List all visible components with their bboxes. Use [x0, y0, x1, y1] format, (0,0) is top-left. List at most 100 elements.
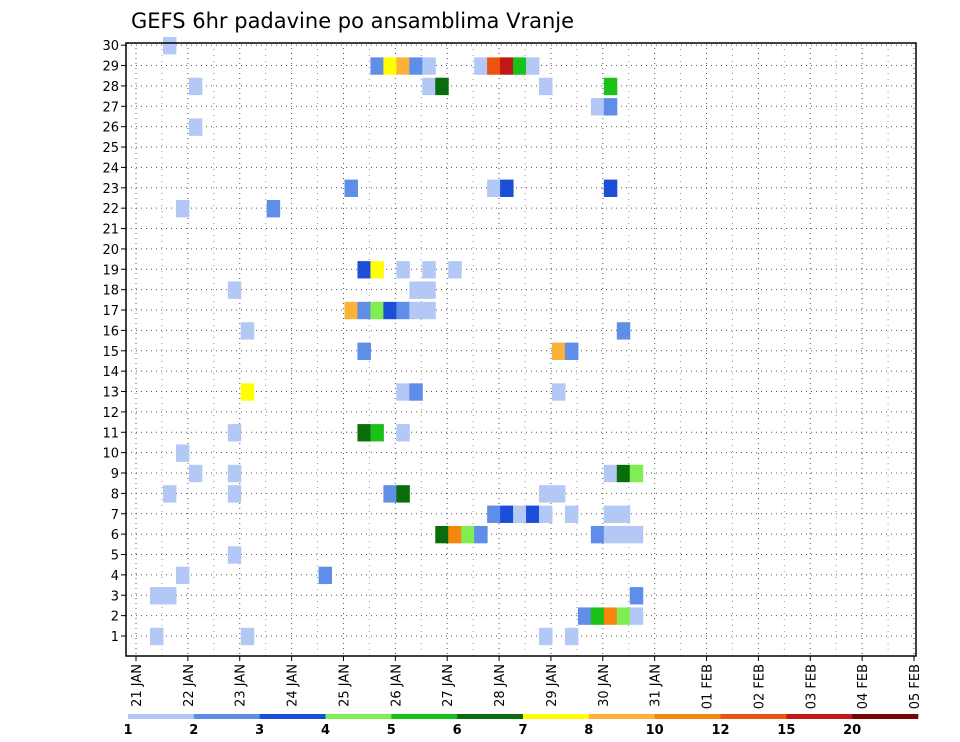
data-cell	[603, 607, 618, 625]
data-cell	[551, 485, 566, 503]
y-tick-label: 7	[111, 508, 119, 523]
y-tick-label: 28	[102, 80, 119, 95]
data-cell	[175, 199, 190, 218]
data-cells	[150, 37, 644, 646]
data-cell	[162, 485, 177, 503]
data-cell	[357, 342, 371, 360]
colorbar-segment	[325, 714, 392, 719]
data-cell	[422, 77, 436, 96]
x-tick-label: 21 JAN	[130, 664, 145, 707]
colorbar-label: 6	[453, 723, 462, 738]
y-tick-label: 25	[102, 141, 119, 156]
colorbar-segment	[259, 714, 326, 719]
x-tick-label: 23 JAN	[234, 664, 249, 707]
y-tick-label: 11	[102, 426, 119, 441]
x-tick-label: 31 JAN	[649, 664, 664, 707]
data-cell	[539, 505, 553, 523]
y-tick-label: 22	[102, 202, 119, 217]
data-cell	[603, 179, 618, 197]
colorbar-label: 10	[646, 723, 664, 738]
data-cell	[150, 587, 164, 605]
colorbar-label: 4	[321, 723, 330, 738]
data-cell	[396, 485, 410, 503]
data-cell	[150, 627, 164, 646]
colorbar-segment	[391, 714, 458, 719]
colorbar-segment	[193, 714, 260, 719]
data-cell	[539, 77, 553, 96]
data-cell	[500, 57, 514, 75]
grid-lines	[126, 43, 916, 656]
data-cell	[603, 525, 618, 544]
data-cell	[564, 505, 579, 523]
y-tick-label: 26	[102, 121, 119, 136]
data-cell	[227, 281, 242, 299]
data-cell	[526, 57, 540, 75]
data-cell	[590, 525, 605, 544]
data-cell	[551, 383, 566, 401]
data-cell	[383, 485, 397, 503]
y-tick-label: 13	[102, 386, 119, 401]
x-axis-ticks: 21 JAN 22 JAN 23 JAN 24 JAN 25 JAN 26 JAN 27 J…	[130, 656, 923, 709]
data-cell	[396, 424, 410, 442]
data-cell	[318, 566, 333, 585]
colorbar-label: 12	[711, 723, 729, 738]
colorbar-segment	[852, 714, 919, 719]
data-cell	[435, 77, 449, 96]
data-cell	[603, 505, 618, 523]
data-cell	[396, 57, 410, 75]
y-tick-label: 23	[102, 182, 119, 197]
x-tick-label: 25 JAN	[337, 664, 352, 707]
colorbar-label: 2	[189, 723, 198, 738]
data-cell	[370, 424, 384, 442]
data-cell	[487, 505, 501, 523]
data-cell	[175, 444, 190, 462]
data-cell	[461, 525, 475, 544]
data-cell	[357, 424, 371, 442]
data-cell	[344, 179, 358, 197]
data-cell	[188, 464, 203, 483]
data-cell	[383, 301, 397, 320]
data-cell	[422, 281, 436, 299]
data-cell	[396, 383, 410, 401]
data-cell	[227, 464, 242, 483]
data-cell	[526, 505, 540, 523]
y-tick-label: 30	[102, 39, 119, 54]
data-cell	[227, 546, 242, 564]
x-tick-label: 29 JAN	[545, 664, 560, 707]
data-cell	[409, 301, 423, 320]
colorbar-label: 8	[584, 723, 593, 738]
data-cell	[448, 261, 462, 279]
x-tick-label: 22 JAN	[182, 664, 197, 707]
colorbar-label: 1	[123, 723, 132, 738]
data-cell	[162, 587, 177, 605]
x-tick-label: 02 FEB	[752, 664, 767, 709]
data-cell	[500, 179, 514, 197]
y-tick-label: 29	[102, 60, 119, 75]
data-cell	[409, 383, 423, 401]
data-cell	[448, 525, 462, 544]
data-cell	[487, 57, 501, 75]
x-tick-label: 03 FEB	[804, 664, 819, 709]
data-cell	[227, 485, 242, 503]
y-tick-label: 2	[111, 610, 119, 625]
y-tick-label: 3	[111, 589, 119, 604]
data-cell	[564, 342, 579, 360]
y-tick-label: 20	[102, 243, 119, 258]
data-cell	[590, 98, 605, 116]
data-cell	[409, 281, 423, 299]
colorbar-label: 20	[843, 723, 861, 738]
y-tick-label: 5	[111, 549, 119, 564]
data-cell	[370, 301, 384, 320]
data-cell	[629, 525, 644, 544]
data-cell	[564, 627, 579, 646]
data-cell	[603, 98, 618, 116]
y-tick-label: 27	[102, 100, 119, 115]
x-tick-label: 28 JAN	[493, 664, 508, 707]
y-tick-label: 21	[102, 223, 119, 238]
x-tick-label: 04 FEB	[856, 664, 871, 709]
y-tick-label: 15	[102, 345, 119, 360]
colorbar-segment	[654, 714, 721, 719]
data-cell	[370, 261, 384, 279]
data-cell	[539, 485, 553, 503]
